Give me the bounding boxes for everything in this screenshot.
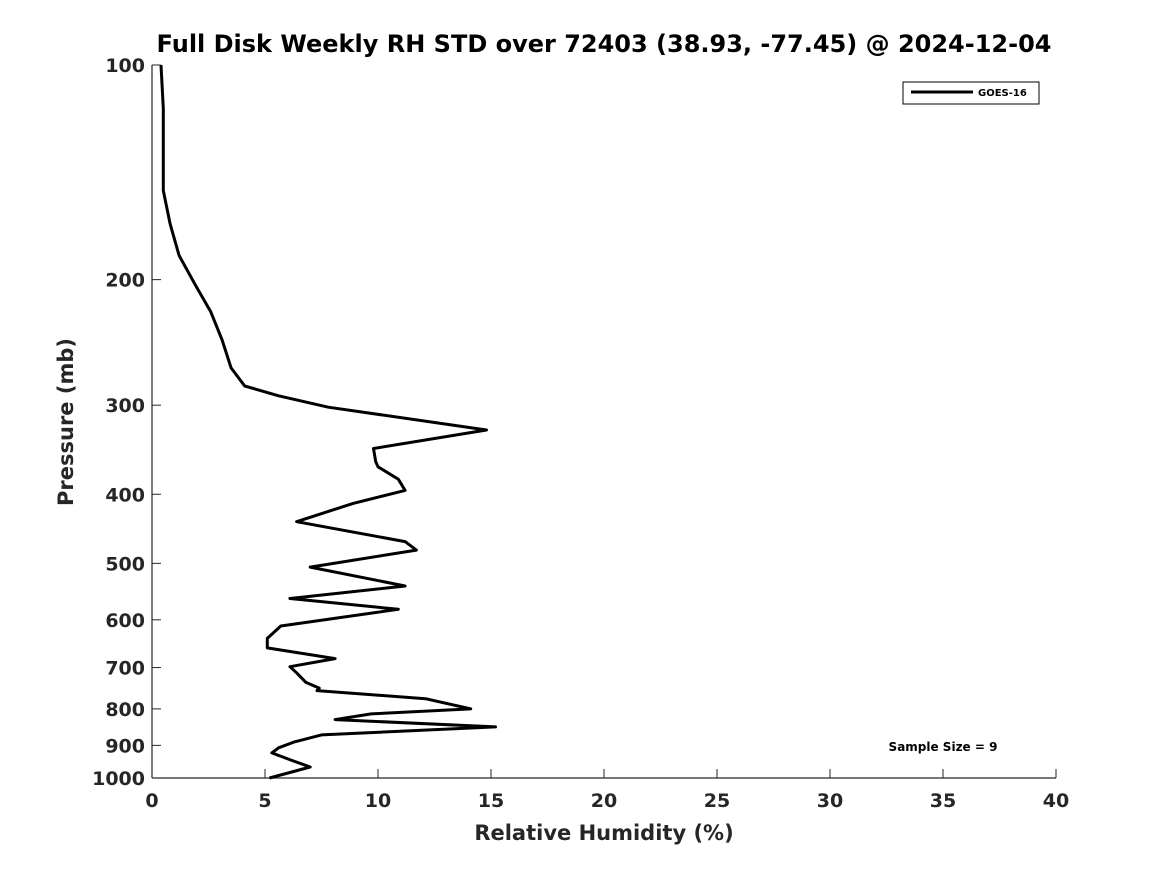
- x-tick-label: 20: [591, 790, 617, 812]
- y-tick-label: 400: [105, 484, 145, 506]
- x-tick-label: 0: [145, 790, 158, 812]
- x-tick-label: 40: [1043, 790, 1069, 812]
- x-axis-label: Relative Humidity (%): [474, 821, 733, 845]
- y-ticks: 100 200 300 400 500 600 700 800 900 1000: [92, 55, 161, 790]
- series-group: [159, 64, 497, 780]
- y-tick-label: 700: [105, 658, 145, 680]
- y-tick-label: 500: [105, 553, 145, 575]
- sample-size-annotation: Sample Size = 9: [889, 740, 998, 754]
- x-tick-label: 5: [258, 790, 271, 812]
- x-tick-label: 35: [930, 790, 956, 812]
- legend: GOES-16: [902, 81, 1040, 105]
- y-axis-label: Pressure (mb): [54, 338, 78, 506]
- y-tick-label: 200: [105, 270, 145, 292]
- y-tick-label: 600: [105, 610, 145, 632]
- x-tick-label: 15: [478, 790, 504, 812]
- x-ticks: 0 5 10 15 20 25 30 35 40: [145, 769, 1069, 812]
- x-tick-label: 25: [704, 790, 730, 812]
- x-tick-label: 30: [817, 790, 843, 812]
- y-tick-label: 1000: [92, 768, 145, 790]
- legend-entry-goes-16: GOES-16: [978, 88, 1027, 99]
- y-tick-label: 300: [105, 395, 145, 417]
- y-tick-label: 100: [105, 55, 145, 77]
- chart-title: Full Disk Weekly RH STD over 72403 (38.9…: [157, 30, 1052, 58]
- series-line-goes-16: [159, 64, 497, 780]
- x-tick-label: 10: [365, 790, 391, 812]
- y-tick-label: 800: [105, 699, 145, 721]
- y-tick-label: 900: [105, 735, 145, 757]
